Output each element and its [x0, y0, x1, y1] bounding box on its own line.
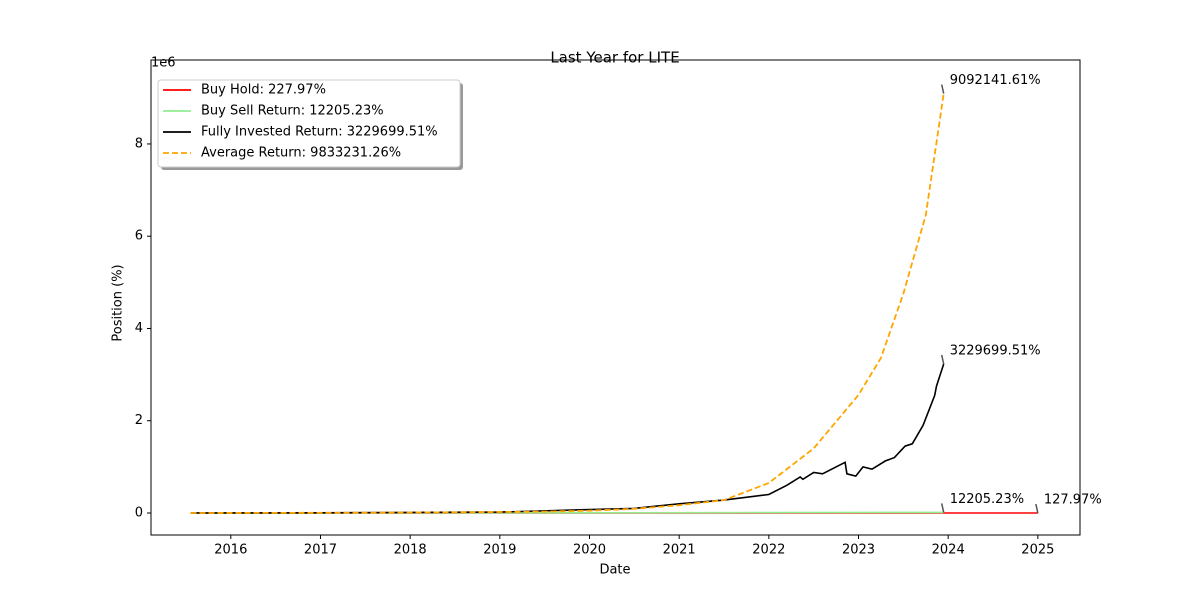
x-axis-label: Date — [599, 563, 630, 578]
legend-label: Fully Invested Return: 3229699.51% — [201, 125, 438, 140]
x-tick-label: 2025 — [1021, 543, 1054, 558]
y-tick-label: 2 — [135, 413, 143, 428]
y-tick-label: 0 — [135, 505, 143, 520]
y-offset-label: 1e6 — [151, 56, 176, 71]
x-tick-label: 2018 — [394, 543, 427, 558]
annotation: 127.97% — [1044, 492, 1102, 507]
annotation-arrow — [940, 503, 945, 513]
plot-frame — [150, 59, 1081, 536]
x-tick-label: 2023 — [842, 543, 875, 558]
legend — [157, 79, 461, 168]
annotation-arrow — [940, 354, 945, 365]
annotation: 9092141.61% — [950, 73, 1041, 88]
legend-label: Average Return: 9833231.26% — [201, 146, 401, 161]
x-tick-label: 2021 — [663, 543, 696, 558]
y-axis-label: Position (%) — [111, 264, 126, 341]
x-tick-label: 2022 — [752, 543, 785, 558]
annotation-arrow — [940, 84, 945, 94]
legend-label: Buy Sell Return: 12205.23% — [201, 104, 384, 119]
annotation: 3229699.51% — [950, 344, 1041, 359]
x-tick-label: 2020 — [573, 543, 606, 558]
y-tick-label: 8 — [135, 136, 143, 151]
x-tick-label: 2024 — [932, 543, 965, 558]
series-line — [190, 93, 945, 514]
y-tick-label: 6 — [135, 229, 143, 244]
annotation: 12205.23% — [950, 492, 1024, 507]
x-tick-label: 2019 — [483, 543, 516, 558]
x-tick-label: 2017 — [304, 543, 337, 558]
y-tick-label: 4 — [135, 321, 143, 336]
annotation-arrow — [1035, 503, 1039, 514]
chart-title: Last Year for LITE — [550, 49, 679, 67]
x-tick-label: 2016 — [214, 543, 247, 558]
legend-label: Buy Hold: 227.97% — [201, 83, 326, 98]
